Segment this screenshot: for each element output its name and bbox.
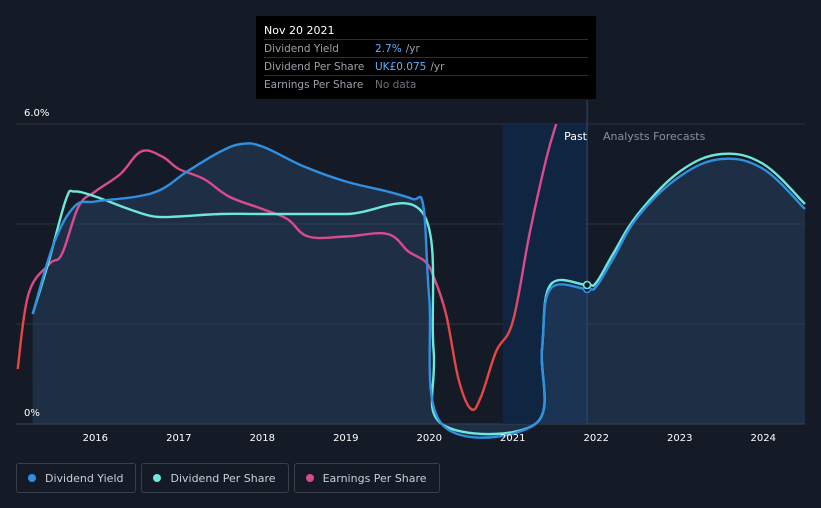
x-tick-label: 2016 xyxy=(83,433,108,444)
legend-label: Dividend Per Share xyxy=(170,471,276,485)
tooltip-value: No data xyxy=(375,78,417,91)
x-tick-label: 2024 xyxy=(751,433,776,444)
x-tick-label: 2021 xyxy=(500,433,525,444)
x-tick-label: 2020 xyxy=(417,433,442,444)
dividend-yield-area xyxy=(32,143,805,438)
chart-legend: Dividend Yield Dividend Per Share Earnin… xyxy=(16,463,440,493)
tooltip-row-dividend-per-share: Dividend Per Share UK£0.075 /yr xyxy=(264,57,588,75)
tooltip-unit: /yr xyxy=(430,60,445,73)
dividend-yield-line xyxy=(31,142,806,439)
tooltip-unit: /yr xyxy=(405,42,420,55)
tooltip-date: Nov 20 2021 xyxy=(264,24,335,37)
x-tick-label: 2023 xyxy=(667,433,692,444)
legend-dot-icon xyxy=(28,474,36,482)
area-layer xyxy=(32,143,805,438)
past-band-layer xyxy=(502,100,588,424)
past-label: Past xyxy=(564,130,588,143)
y-axis-bottom-label: 0% xyxy=(24,408,40,419)
forecast-label: Analysts Forecasts xyxy=(603,130,706,143)
y-axis-top-label: 6.0% xyxy=(24,108,49,119)
x-tick-label: 2022 xyxy=(584,433,609,444)
x-axis-ticks: 2016 2017 2018 2019 2020 2021 2022 2023 2024 xyxy=(83,433,776,444)
past-band xyxy=(502,124,588,424)
tooltip-value: 2.7% xyxy=(375,42,402,55)
legend-dividend-yield[interactable]: Dividend Yield xyxy=(16,463,137,493)
legend-label: Dividend Yield xyxy=(45,471,124,485)
chart-tooltip: Nov 20 2021 Dividend Yield 2.7% /yr Divi… xyxy=(256,16,596,99)
dividend-per-share-line xyxy=(31,152,806,436)
legend-dot-icon xyxy=(305,474,314,482)
tooltip-value: UK£0.075 xyxy=(375,60,427,73)
x-tick-label: 2018 xyxy=(250,433,275,444)
tooltip-label: Dividend Yield xyxy=(264,42,339,55)
line-layer xyxy=(16,123,806,439)
tooltip-label: Dividend Per Share xyxy=(264,60,365,73)
x-tick-label: 2019 xyxy=(333,433,358,444)
dividend-per-share-marker xyxy=(582,280,592,290)
legend-earnings-per-share[interactable]: Earnings Per Share xyxy=(293,463,440,493)
marker-layer xyxy=(582,280,592,294)
x-tick-label: 2017 xyxy=(166,433,191,444)
tooltip-row-dividend-yield: Dividend Yield 2.7% /yr xyxy=(264,39,588,57)
legend-dividend-per-share[interactable]: Dividend Per Share xyxy=(141,463,289,493)
legend-label: Earnings Per Share xyxy=(322,471,427,485)
tooltip-row-earnings-per-share: Earnings Per Share No data xyxy=(264,75,588,93)
tooltip-label: Earnings Per Share xyxy=(264,78,364,91)
legend-dot-icon xyxy=(153,474,162,482)
grid-layer xyxy=(16,123,805,425)
